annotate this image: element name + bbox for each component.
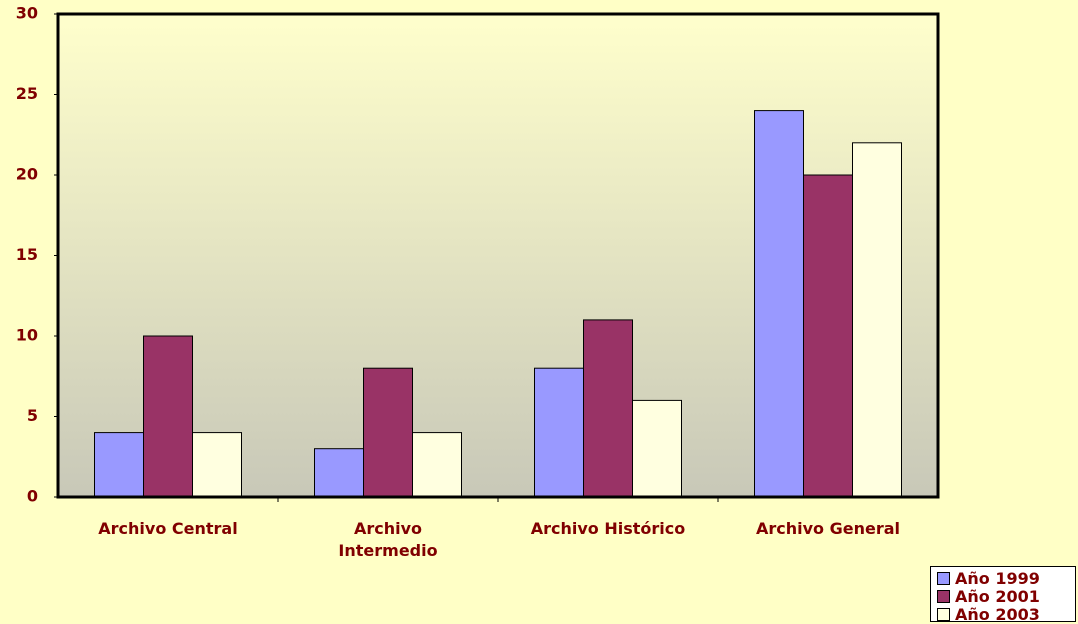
bar xyxy=(583,319,633,498)
y-tick-label: 5 xyxy=(27,406,38,425)
y-tick-label: 30 xyxy=(16,4,38,23)
bar xyxy=(754,110,804,498)
legend-label: Año 2003 xyxy=(955,604,1040,624)
bar xyxy=(632,399,682,498)
legend-swatch xyxy=(937,571,950,585)
bar xyxy=(143,335,193,498)
x-tick-label: Archivo Histórico xyxy=(530,519,686,538)
x-tick-label: Archivo General xyxy=(755,519,901,538)
legend-entry: Año 2003 xyxy=(937,604,1075,624)
x-tick-label: Archivo Central xyxy=(98,519,238,538)
legend-entry: Año 1999 xyxy=(937,568,1075,588)
legend-label: Año 2001 xyxy=(955,586,1040,606)
bar xyxy=(192,432,242,498)
y-tick-label: 10 xyxy=(16,326,38,345)
bar xyxy=(314,448,364,498)
bar xyxy=(803,174,853,498)
bar xyxy=(363,367,413,498)
bar xyxy=(412,432,462,498)
bar xyxy=(852,142,902,498)
legend-entry: Año 2001 xyxy=(937,586,1075,606)
x-tick-label: Archivo Intermedio xyxy=(338,519,438,560)
y-tick-label: 20 xyxy=(16,165,38,184)
legend-label: Año 1999 xyxy=(955,568,1040,588)
legend-swatch xyxy=(937,589,950,603)
legend-swatch xyxy=(937,607,950,621)
bar xyxy=(94,432,144,498)
y-tick-label: 15 xyxy=(16,245,38,264)
legend: Año 1999 Año 2001 Año 2003 xyxy=(930,566,1076,624)
y-tick-label: 25 xyxy=(16,84,38,103)
y-tick-label: 0 xyxy=(27,487,38,506)
bar xyxy=(534,367,584,498)
